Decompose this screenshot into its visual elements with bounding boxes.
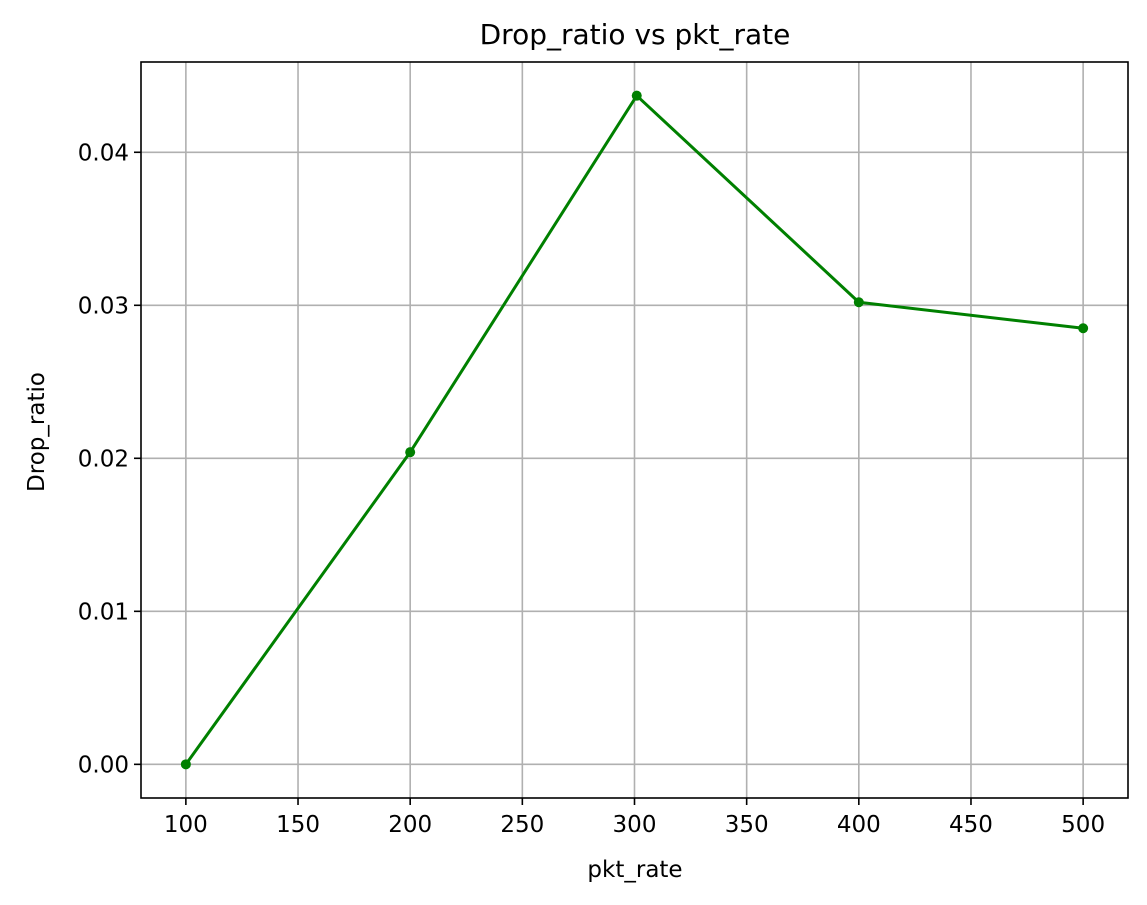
x-tick-label: 250 [500,812,544,838]
plot-frame [140,61,1129,799]
grid-layer [141,62,1128,798]
y-tick-label: 0.03 [78,293,129,319]
data-point [1078,323,1089,334]
x-tick-label: 200 [388,812,432,838]
series-layer [180,90,1089,770]
data-point [631,90,642,101]
y-tick-label: 0.02 [78,446,129,472]
y-axis-label: Drop_ratio [24,372,50,492]
x-tick-label: 100 [164,812,208,838]
y-tick-label: 0.00 [78,752,129,778]
y-tick-label: 0.01 [78,599,129,625]
chart-title: Drop_ratio vs pkt_rate [480,18,791,51]
x-tick-label: 150 [276,812,320,838]
x-tick-label: 500 [1061,812,1105,838]
x-axis-label: pkt_rate [587,857,682,883]
data-point [405,447,416,458]
data-point [180,759,191,770]
y-tick-label: 0.04 [78,140,129,166]
x-tick-label: 300 [613,812,657,838]
x-tick-label: 450 [949,812,993,838]
data-point [853,297,864,308]
ticks-layer: 100 150 200 250 300 350 400 450 500 0.00 0.01 0.02 0… [78,140,1105,838]
x-tick-label: 400 [837,812,881,838]
x-tick-label: 350 [725,812,769,838]
